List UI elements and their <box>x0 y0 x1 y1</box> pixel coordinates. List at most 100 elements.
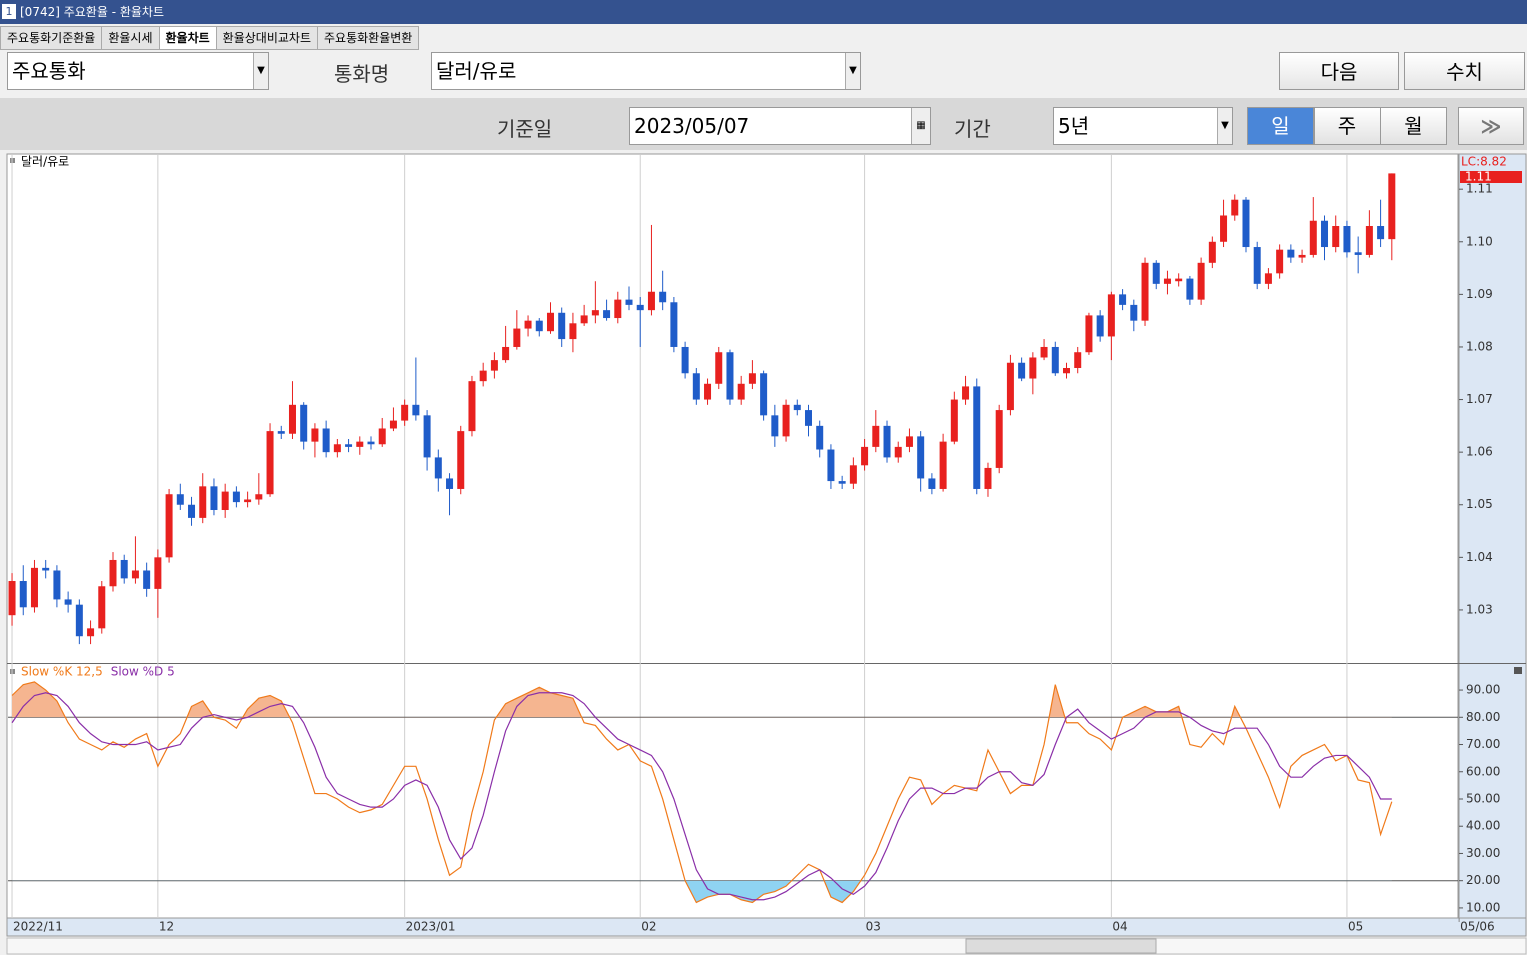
candle-body <box>1074 352 1082 369</box>
x-tick-label: 05/06 <box>1460 920 1495 934</box>
candle-body <box>524 320 532 329</box>
next-button[interactable]: 다음 <box>1279 52 1399 90</box>
candle-body <box>614 299 622 319</box>
annotation: 1.11 <box>1465 170 1492 184</box>
interval-toggle[interactable]: 월 <box>1380 107 1447 145</box>
candle-body <box>87 628 95 637</box>
candle-body <box>1197 262 1205 300</box>
window-number: 1 <box>2 4 16 19</box>
price-title: 달러/유로 <box>21 155 69 169</box>
candle-body <box>513 328 521 347</box>
x-tick-label: 03 <box>866 920 881 934</box>
candle-body <box>1186 278 1194 300</box>
candle-body <box>42 567 50 571</box>
candle-body <box>232 491 240 503</box>
candle-body <box>928 478 936 489</box>
candle-body <box>221 491 229 511</box>
tab[interactable]: 주요통화환율변환 <box>317 26 420 50</box>
candle-body <box>255 494 263 500</box>
candle-body <box>670 302 678 347</box>
tab[interactable]: 주요통화기준환율 <box>0 26 103 50</box>
y-tick-label: 1.10 <box>1466 234 1493 248</box>
candle-body <box>849 465 857 484</box>
y-tick-label: 20.00 <box>1466 873 1500 887</box>
candle-body <box>1242 199 1250 248</box>
candle-body <box>861 446 869 466</box>
candle-body <box>165 494 173 558</box>
candle-body <box>804 410 812 426</box>
scrollbar[interactable] <box>6 937 1527 955</box>
title-bar: 1 [0742] 주요환율 - 환율차트 <box>0 0 1527 24</box>
chart: 달러/유로 2022/11 12 2023/01 02 03 04 05 05/06 1.03 1… <box>0 153 1527 955</box>
candle-body <box>322 428 330 453</box>
candle-body <box>917 436 925 479</box>
candle-body <box>962 386 970 400</box>
candle-body <box>30 567 38 608</box>
candle-body <box>345 444 353 447</box>
interval-toggle[interactable]: 주 <box>1313 107 1381 145</box>
candle-body <box>389 420 397 429</box>
candle-body <box>176 494 184 505</box>
candle-body <box>378 428 386 445</box>
candle-body <box>479 370 487 382</box>
candle-body <box>311 428 319 442</box>
interval-toggle[interactable]: 일 <box>1247 107 1314 145</box>
y-tick-label: 70.00 <box>1466 737 1500 751</box>
candle-body <box>1343 226 1351 253</box>
candle-body <box>1253 247 1261 284</box>
x-tick-label: 2023/01 <box>406 920 456 934</box>
candle-body <box>199 486 207 518</box>
candle-body <box>558 312 566 340</box>
dropdown-arrow: ▼ <box>845 53 860 89</box>
candle-body <box>434 457 442 479</box>
candle-body <box>1309 220 1317 255</box>
candle-body <box>771 415 779 437</box>
period-select[interactable]: 5년 ▼ <box>1053 107 1233 145</box>
dropdown-arrow: ▼ <box>1217 108 1232 144</box>
candle-body <box>143 570 151 589</box>
base-date-label: 기준일 <box>497 117 553 141</box>
pane-close[interactable] <box>1514 667 1522 674</box>
tab[interactable]: 환율시세 <box>101 26 160 50</box>
candle-body <box>748 373 756 384</box>
values-button[interactable]: 수치 <box>1404 52 1525 90</box>
y-tick-label: 10.00 <box>1466 900 1500 914</box>
last-price-box <box>1460 171 1522 183</box>
currency-name-label: 통화명 <box>334 62 390 86</box>
legend-entry: Slow %K 12,5 <box>21 665 103 679</box>
candle-body <box>1287 249 1295 258</box>
candle-body <box>367 441 375 445</box>
candle-body <box>154 557 162 589</box>
candle-body <box>715 352 723 384</box>
candle-body <box>973 386 981 489</box>
candle-body <box>75 604 83 637</box>
candle-body <box>1163 278 1171 284</box>
candle-body <box>647 291 655 311</box>
currency-group: 주요통화 <box>12 59 86 83</box>
candle-body <box>692 373 700 400</box>
y-tick-label: 1.08 <box>1466 339 1493 353</box>
currency-group-select[interactable]: 주요통화 ▼ <box>7 52 269 90</box>
candle-body <box>1231 199 1239 216</box>
candle-body <box>995 410 1003 468</box>
tab[interactable]: 환율상대비교차트 <box>215 26 318 50</box>
candle-body <box>277 431 285 434</box>
calendar-button[interactable]: ▦ <box>911 108 930 144</box>
tab-bar: 주요통화기준환율 환율시세 환율차트 환율상대비교차트 주요통화환율변환 <box>0 26 420 50</box>
candle-body <box>1298 254 1306 258</box>
candle-body <box>288 404 296 434</box>
window-title: [0742] 주요환율 - 환율차트 <box>20 5 164 19</box>
scroll-thumb[interactable] <box>965 938 1157 954</box>
candle-body <box>535 320 543 332</box>
candle-body <box>1377 226 1385 240</box>
currency-name-select[interactable]: 달러/유로 ▼ <box>431 52 861 90</box>
candle-body <box>446 478 454 489</box>
candle-body <box>401 404 409 421</box>
y-tick-label: 1.06 <box>1466 445 1493 459</box>
base-date-input[interactable]: 2023/05/07 ▦ <box>629 107 931 145</box>
tab[interactable]: 환율차트 <box>158 26 217 50</box>
candle-body <box>1141 262 1149 321</box>
expand-button[interactable]: ≫ <box>1458 107 1524 145</box>
candle-body <box>131 570 139 579</box>
x-tick-label: 04 <box>1112 920 1127 934</box>
